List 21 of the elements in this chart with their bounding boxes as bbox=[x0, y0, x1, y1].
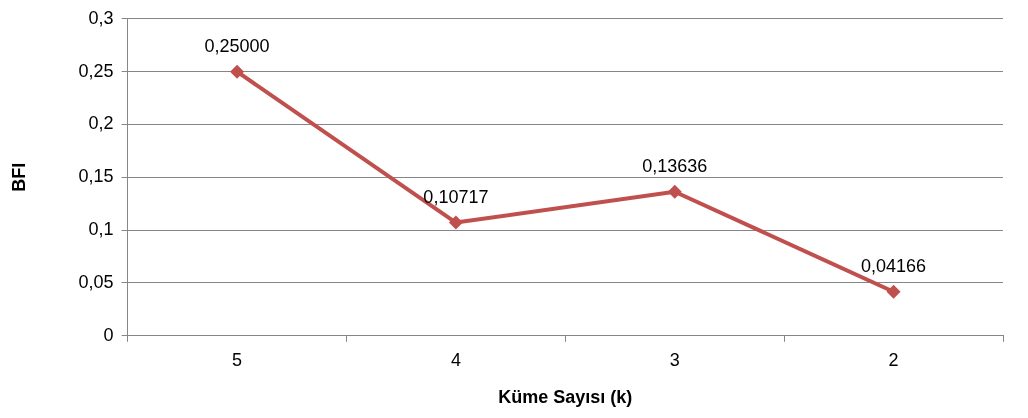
y-tick-label: 0,1 bbox=[88, 219, 114, 240]
data-label: 0,04166 bbox=[861, 255, 927, 276]
data-label: 0,10717 bbox=[423, 186, 489, 207]
y-tick-label: 0,15 bbox=[78, 166, 114, 187]
point bbox=[667, 184, 682, 199]
data-label: 0,13636 bbox=[642, 155, 708, 176]
x-tick-label: 2 bbox=[888, 349, 899, 370]
point bbox=[886, 284, 901, 299]
point bbox=[230, 64, 245, 79]
y-axis-title: BFI bbox=[8, 162, 29, 192]
x-tick-label: 5 bbox=[232, 349, 243, 370]
y-tick-label: 0,2 bbox=[88, 113, 114, 134]
y-tick-label: 0,25 bbox=[78, 60, 114, 81]
y-tick-label: 0,05 bbox=[78, 271, 114, 292]
x-tick-label: 4 bbox=[450, 349, 461, 370]
y-tick-label: 0 bbox=[103, 324, 114, 345]
data-label: 0,25000 bbox=[204, 35, 270, 56]
y-tick-label: 0,3 bbox=[88, 7, 114, 28]
point bbox=[448, 215, 463, 230]
x-tick-label: 3 bbox=[669, 349, 680, 370]
x-axis-title: Küme Sayısı (k) bbox=[498, 387, 633, 408]
